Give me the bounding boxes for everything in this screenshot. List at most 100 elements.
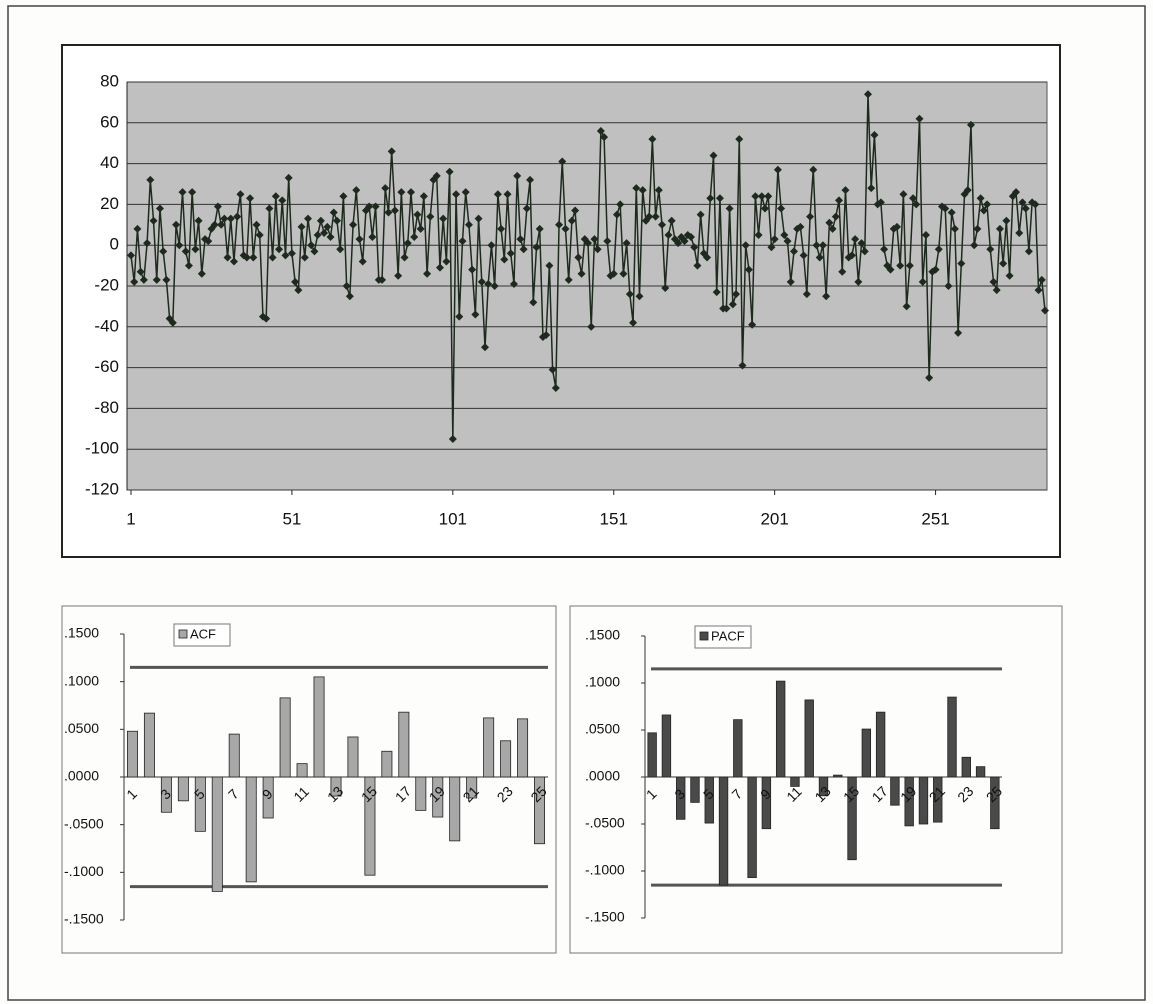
data-point	[880, 245, 889, 254]
data-point	[674, 239, 683, 248]
data-point	[265, 204, 274, 213]
data-point	[249, 253, 258, 262]
data-point	[1018, 198, 1027, 207]
data-point	[487, 241, 496, 250]
y-tick-label: -.1500	[64, 911, 104, 927]
bar	[177, 776, 189, 802]
y-tick-label: 0	[110, 235, 119, 254]
data-point	[516, 235, 525, 244]
data-point	[867, 184, 876, 193]
data-point	[236, 190, 245, 199]
data-point	[304, 214, 313, 223]
data-point	[542, 330, 551, 339]
x-tick-label: 15	[358, 783, 380, 805]
data-point	[799, 251, 808, 260]
data-point	[957, 259, 966, 268]
data-point	[902, 302, 911, 311]
data-point	[484, 279, 493, 288]
data-point	[896, 261, 905, 270]
data-point	[310, 247, 319, 256]
data-point	[851, 235, 860, 244]
data-point	[638, 186, 647, 195]
data-point	[860, 247, 869, 256]
data-point	[609, 269, 618, 278]
data-point	[558, 157, 567, 166]
bar	[676, 776, 686, 820]
data-point	[509, 279, 518, 288]
data-point	[220, 214, 229, 223]
data-point	[458, 237, 467, 246]
data-point	[986, 245, 995, 254]
data-point	[770, 235, 779, 244]
bar	[398, 711, 410, 778]
bar	[160, 776, 172, 813]
data-point	[461, 188, 470, 197]
data-point	[365, 202, 374, 211]
data-point	[992, 286, 1001, 295]
data-point	[191, 245, 200, 254]
data-point	[741, 241, 750, 250]
data-point	[342, 282, 351, 290]
data-point	[651, 212, 660, 221]
data-point	[593, 245, 602, 254]
data-point	[188, 188, 197, 197]
data-point	[339, 192, 348, 201]
data-point	[320, 228, 329, 237]
x-tick-label: 23	[494, 783, 516, 805]
bar	[975, 766, 986, 778]
data-point	[127, 251, 135, 260]
data-point	[548, 365, 557, 374]
data-point	[410, 233, 419, 242]
data-point	[133, 224, 142, 233]
data-point	[744, 265, 753, 274]
data-point	[1012, 188, 1021, 197]
data-point	[213, 202, 222, 211]
data-point	[863, 90, 872, 99]
bar	[947, 696, 957, 778]
data-point	[445, 167, 454, 176]
data-point	[423, 269, 432, 278]
y-tick-label: .1500	[585, 627, 620, 643]
x-tick-label: 11	[290, 783, 312, 805]
legend-label: ACF	[190, 626, 216, 641]
bar	[904, 776, 914, 827]
data-point	[773, 165, 782, 174]
data-point	[281, 251, 290, 260]
data-point	[468, 265, 477, 274]
x-tick-label: 21	[926, 783, 948, 805]
data-point	[989, 277, 998, 286]
data-point	[326, 233, 335, 242]
data-point	[262, 314, 271, 323]
x-tick-label: 15	[840, 783, 862, 805]
bar	[313, 676, 325, 778]
data-point	[870, 131, 879, 140]
data-point	[287, 249, 296, 258]
data-point	[654, 186, 663, 195]
data-point	[796, 222, 805, 231]
data-point	[503, 190, 512, 199]
data-point	[748, 320, 757, 329]
data-point	[944, 282, 953, 290]
data-point	[390, 206, 399, 215]
data-point	[786, 277, 795, 286]
data-point	[722, 304, 731, 313]
data-point	[271, 192, 280, 201]
data-point	[532, 243, 541, 252]
data-point	[255, 231, 264, 239]
data-point	[757, 192, 766, 201]
data-point	[223, 253, 232, 262]
data-point	[761, 204, 770, 213]
data-point	[812, 241, 821, 250]
data-point	[403, 239, 412, 248]
y-tick-label: -80	[94, 398, 119, 417]
data-point	[590, 235, 599, 244]
data-point	[294, 286, 303, 295]
data-point	[806, 212, 815, 221]
y-tick-label: 60	[100, 112, 119, 131]
y-tick-label: -20	[94, 275, 119, 294]
data-point	[233, 212, 242, 221]
x-tick-label: 101	[439, 509, 467, 528]
data-point	[645, 212, 654, 221]
bar	[875, 711, 886, 778]
data-point	[931, 265, 940, 274]
